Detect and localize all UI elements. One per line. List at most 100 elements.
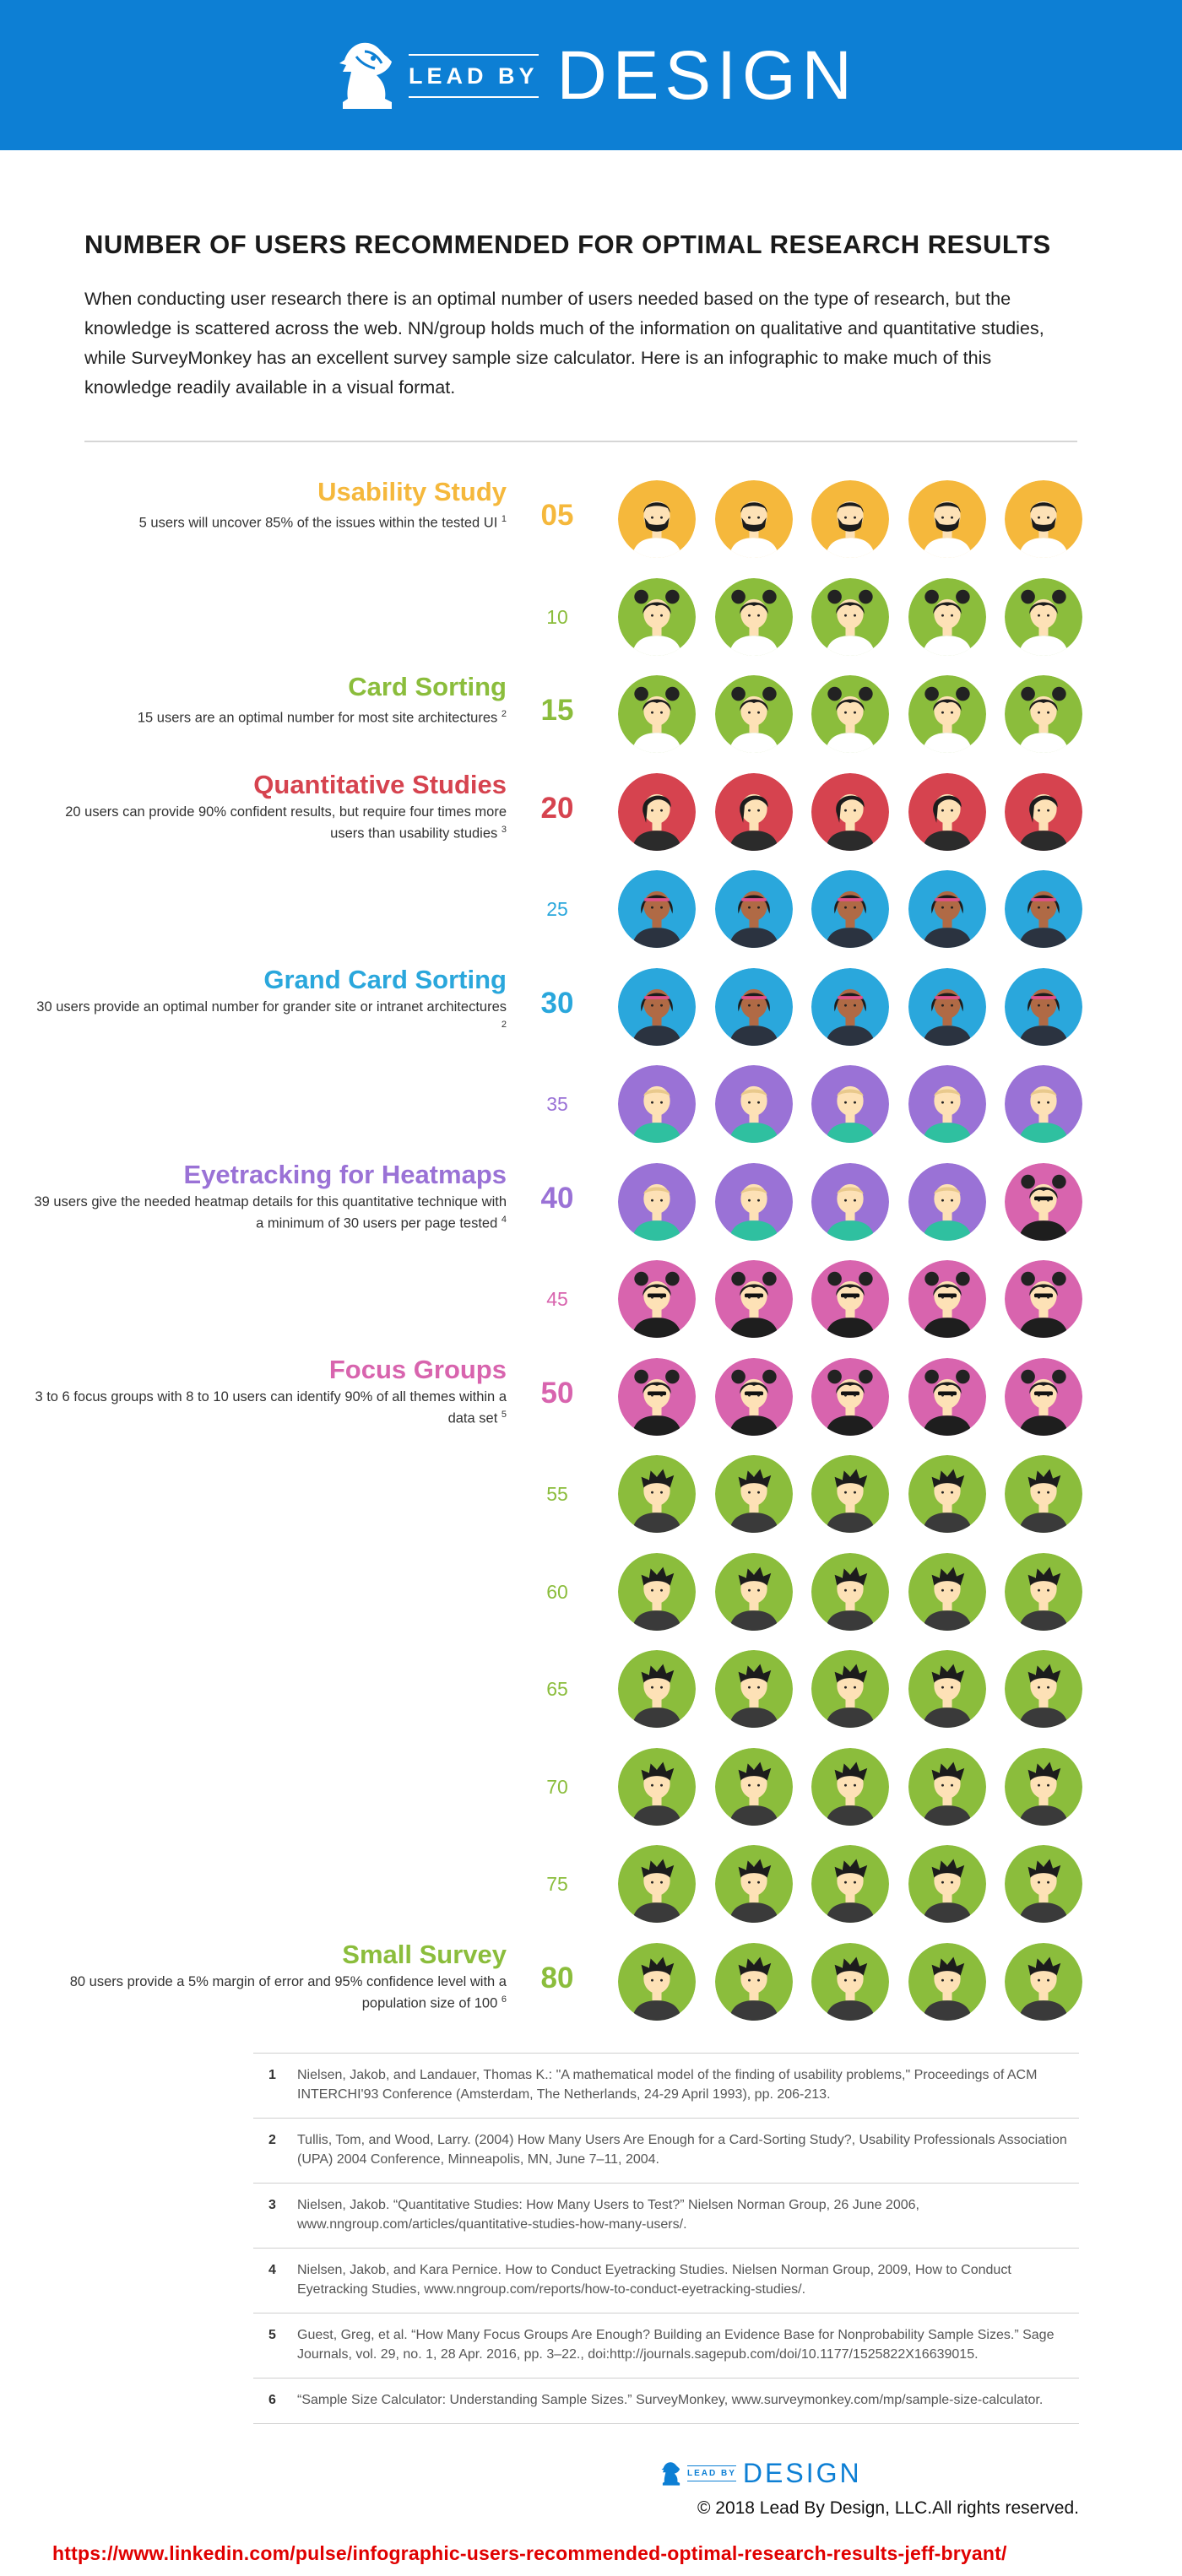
spiky-man-avatar-icon <box>811 1942 889 2021</box>
reference-marker: 1 <box>501 514 507 524</box>
user-count: 40 <box>540 1181 574 1215</box>
users-row: Focus Groups 3 to 6 focus groups with 8 t… <box>0 1355 1182 1439</box>
spiky-man-avatar-icon <box>1005 1650 1082 1728</box>
avatar-group <box>618 1162 1091 1241</box>
bun-woman-avatar-icon <box>1005 577 1082 656</box>
user-count: 20 <box>540 791 574 825</box>
users-row: 25 <box>0 867 1182 951</box>
user-count: 60 <box>546 1580 568 1603</box>
spiky-man-avatar-icon <box>714 1455 793 1533</box>
reference-number: 3 <box>268 2198 276 2212</box>
avatar-group <box>618 1065 1091 1143</box>
footer-logo[interactable]: LEAD BY DESIGN <box>659 2458 862 2489</box>
avatar-group <box>618 675 1091 753</box>
study-description-text: 80 users provide a 5% margin of error an… <box>69 1973 507 2011</box>
spiky-man-avatar-icon <box>714 1747 793 1826</box>
bearded-man-avatar-icon <box>714 480 793 558</box>
logo-design-text: DESIGN <box>556 37 858 114</box>
chess-knight-icon <box>661 2461 680 2486</box>
study-description-text: 30 users provide an optimal number for g… <box>36 998 507 1015</box>
study-description-text: 5 users will uncover 85% of the issues w… <box>138 515 502 531</box>
header-banner: LEAD BY DESIGN <box>0 0 1182 150</box>
bald-man-avatar-icon <box>714 1065 793 1143</box>
users-row: Eyetracking for Heatmaps 39 users give th… <box>0 1160 1182 1244</box>
user-count: 30 <box>540 986 574 1020</box>
bald-man-avatar-icon <box>811 1065 889 1143</box>
study-description-text: 20 users can provide 90% confident resul… <box>65 804 507 842</box>
users-row: 60 <box>0 1550 1182 1634</box>
users-row: Usability Study 5 users will uncover 85% … <box>0 477 1182 561</box>
study-label: Grand Card Sorting 30 users provide an op… <box>34 965 507 1038</box>
avatar-group <box>618 1357 1091 1436</box>
bun-woman-dark-avatar-icon <box>618 1357 696 1436</box>
study-title: Quantitative Studies <box>253 769 507 799</box>
study-title: Small Survey <box>342 1939 507 1969</box>
headband-woman-avatar-icon <box>908 967 986 1046</box>
headband-woman-avatar-icon <box>714 967 793 1046</box>
avatar-group <box>618 577 1091 656</box>
reference-item: 6 “Sample Size Calculator: Understanding … <box>253 2378 1079 2423</box>
bun-woman-dark-avatar-icon <box>1005 1357 1082 1436</box>
users-row: Card Sorting 15 users are an optimal numb… <box>0 672 1182 756</box>
reference-number: 1 <box>268 2068 276 2082</box>
user-count: 50 <box>540 1376 574 1410</box>
reference-marker: 3 <box>501 824 507 835</box>
logo-lead-by-text: LEAD BY <box>409 54 539 98</box>
spiky-man-avatar-icon <box>618 1455 696 1533</box>
spiky-man-avatar-icon <box>1005 1552 1082 1631</box>
headband-woman-avatar-icon <box>618 870 696 948</box>
reference-text: Guest, Greg, et al. “How Many Focus Grou… <box>297 2328 1055 2362</box>
avatar-group <box>618 1455 1091 1533</box>
study-description: 80 users provide a 5% margin of error an… <box>34 1973 507 2013</box>
sidehair-woman-avatar-icon <box>811 772 889 851</box>
spiky-man-avatar-icon <box>714 1650 793 1728</box>
study-label: Usability Study 5 users will uncover 85% … <box>34 477 507 533</box>
study-label: Focus Groups 3 to 6 focus groups with 8 t… <box>34 1355 507 1428</box>
lead-by-design-logo[interactable]: LEAD BY DESIGN <box>331 25 858 127</box>
headband-woman-avatar-icon <box>714 870 793 948</box>
sidehair-woman-avatar-icon <box>714 772 793 851</box>
bun-woman-avatar-icon <box>714 675 793 753</box>
bearded-man-avatar-icon <box>811 480 889 558</box>
page-title: NUMBER OF USERS RECOMMENDED FOR OPTIMAL … <box>84 230 1051 259</box>
headband-woman-avatar-icon <box>1005 870 1082 948</box>
users-row: Grand Card Sorting 30 users provide an op… <box>0 965 1182 1049</box>
reference-item: 1 Nielsen, Jakob, and Landauer, Thomas K.… <box>253 2053 1079 2118</box>
bun-woman-dark-avatar-icon <box>908 1260 986 1338</box>
study-description: 20 users can provide 90% confident resul… <box>34 804 507 843</box>
bearded-man-avatar-icon <box>908 480 986 558</box>
user-count: 45 <box>546 1288 568 1310</box>
spiky-man-avatar-icon <box>811 1845 889 1923</box>
reference-number: 4 <box>268 2263 276 2277</box>
study-title: Eyetracking for Heatmaps <box>183 1159 507 1189</box>
headband-woman-avatar-icon <box>908 870 986 948</box>
reference-number: 2 <box>268 2133 276 2147</box>
divider <box>253 2423 1079 2424</box>
reference-marker: 2 <box>501 1019 507 1030</box>
study-description-text: 3 to 6 focus groups with 8 to 10 users c… <box>35 1388 507 1426</box>
user-count: 15 <box>540 694 574 727</box>
footer-logo-lead-by: LEAD BY <box>687 2465 736 2481</box>
study-label: Card Sorting 15 users are an optimal numb… <box>34 672 507 728</box>
spiky-man-avatar-icon <box>908 1942 986 2021</box>
spiky-man-avatar-icon <box>811 1552 889 1631</box>
bun-woman-dark-avatar-icon <box>714 1260 793 1338</box>
reference-marker: 4 <box>501 1214 507 1225</box>
user-count: 25 <box>546 898 568 920</box>
spiky-man-avatar-icon <box>714 1942 793 2021</box>
spiky-man-avatar-icon <box>618 1845 696 1923</box>
reference-text: Nielsen, Jakob. “Quantitative Studies: H… <box>297 2198 919 2232</box>
bun-woman-avatar-icon <box>714 577 793 656</box>
source-url-link[interactable]: https://www.linkedin.com/pulse/infograph… <box>52 2542 1007 2564</box>
avatar-group <box>618 967 1091 1046</box>
users-row: 65 <box>0 1647 1182 1731</box>
study-title: Card Sorting <box>348 672 507 701</box>
bun-woman-avatar-icon <box>618 577 696 656</box>
reference-text: “Sample Size Calculator: Understanding S… <box>297 2393 1044 2407</box>
study-title: Usability Study <box>317 477 507 506</box>
study-description: 3 to 6 focus groups with 8 to 10 users c… <box>34 1388 507 1428</box>
bun-woman-avatar-icon <box>908 675 986 753</box>
avatar-group <box>618 1650 1091 1728</box>
user-count: 65 <box>546 1678 568 1700</box>
bearded-man-avatar-icon <box>618 480 696 558</box>
